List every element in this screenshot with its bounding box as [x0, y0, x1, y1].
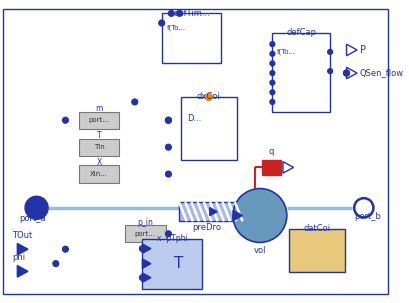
Circle shape — [269, 61, 274, 66]
Text: x  pTphi: x pTphi — [157, 234, 187, 243]
Polygon shape — [142, 244, 151, 253]
Text: datCoi: datCoi — [302, 224, 329, 233]
Bar — [79, 165, 119, 183]
Circle shape — [165, 171, 171, 177]
Bar — [79, 138, 119, 156]
Circle shape — [269, 42, 274, 47]
Circle shape — [63, 117, 68, 123]
Bar — [161, 13, 221, 63]
Polygon shape — [142, 273, 151, 282]
Polygon shape — [232, 210, 242, 221]
Circle shape — [139, 275, 145, 281]
Text: port_a: port_a — [19, 214, 46, 223]
Circle shape — [168, 11, 174, 16]
Bar — [125, 225, 165, 242]
Polygon shape — [142, 259, 151, 268]
Text: T: T — [173, 256, 182, 271]
Text: port...: port... — [135, 231, 155, 237]
Circle shape — [25, 196, 48, 219]
Circle shape — [353, 198, 373, 218]
Text: TOut: TOut — [13, 231, 33, 240]
Circle shape — [269, 52, 274, 56]
Circle shape — [165, 144, 171, 150]
Circle shape — [205, 94, 212, 101]
Text: m: m — [95, 104, 103, 113]
Text: vol: vol — [253, 246, 265, 255]
Circle shape — [165, 231, 171, 237]
Circle shape — [343, 70, 348, 76]
Text: port...: port... — [88, 117, 109, 123]
Circle shape — [269, 99, 274, 104]
Circle shape — [269, 80, 274, 85]
Circle shape — [165, 117, 171, 123]
Polygon shape — [282, 161, 293, 173]
Circle shape — [63, 246, 68, 252]
Text: f(To...: f(To... — [276, 48, 296, 55]
Text: defCap: defCap — [285, 28, 315, 37]
Circle shape — [165, 117, 171, 123]
Bar — [272, 33, 329, 112]
Bar — [261, 160, 280, 175]
Polygon shape — [17, 243, 28, 255]
Text: port_b: port_b — [353, 212, 380, 221]
Text: P: P — [359, 45, 365, 55]
Bar — [179, 202, 234, 221]
Polygon shape — [346, 44, 356, 56]
Text: dxCoi: dxCoi — [196, 92, 220, 101]
Text: preDro: preDro — [192, 223, 221, 231]
Text: TIn: TIn — [94, 144, 104, 150]
Circle shape — [53, 261, 58, 267]
Polygon shape — [209, 208, 217, 216]
Circle shape — [139, 246, 145, 251]
Text: QSen_flow: QSen_flow — [359, 68, 403, 78]
Text: phi: phi — [13, 253, 26, 262]
Bar — [79, 112, 119, 129]
Text: defTim...: defTim... — [173, 8, 209, 18]
Circle shape — [269, 90, 274, 95]
Circle shape — [327, 69, 332, 74]
Polygon shape — [346, 67, 356, 79]
Text: f(To...: f(To... — [166, 25, 185, 32]
Bar — [142, 238, 202, 289]
Circle shape — [158, 20, 164, 26]
Circle shape — [343, 70, 348, 76]
Bar — [288, 229, 344, 272]
Text: XIn...: XIn... — [90, 171, 108, 177]
Circle shape — [269, 71, 274, 75]
Bar — [180, 97, 236, 160]
Text: T: T — [97, 131, 101, 140]
Circle shape — [132, 99, 137, 105]
Text: D...: D... — [186, 115, 200, 123]
Text: q: q — [268, 148, 274, 156]
Text: p_in: p_in — [137, 218, 153, 227]
Polygon shape — [17, 265, 28, 277]
Text: X: X — [96, 158, 101, 167]
Circle shape — [232, 188, 286, 242]
Circle shape — [176, 11, 182, 16]
Circle shape — [327, 49, 332, 54]
